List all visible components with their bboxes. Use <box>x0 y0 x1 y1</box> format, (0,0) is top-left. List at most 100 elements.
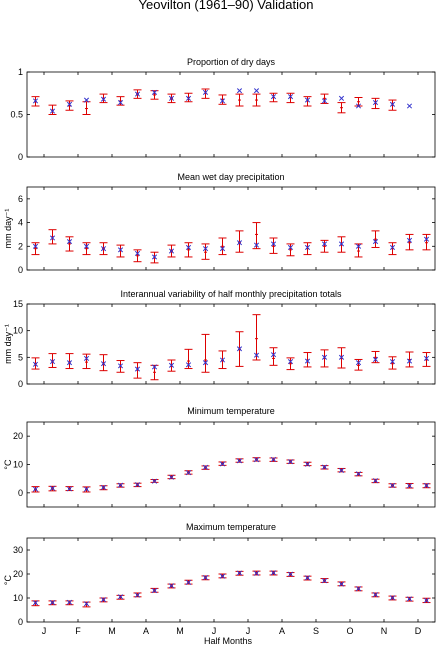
cross-stroke <box>168 362 175 368</box>
simulated-point <box>49 359 56 365</box>
cross-stroke <box>423 597 430 603</box>
observed-errorbar <box>371 478 380 484</box>
cross-stroke <box>185 579 192 585</box>
cross-stroke <box>185 470 192 476</box>
cross-stroke <box>338 95 345 101</box>
plot-area-frame <box>26 537 436 623</box>
observed-errorbar <box>82 242 91 256</box>
cross-stroke <box>117 363 124 369</box>
observed-errorbar <box>99 93 108 104</box>
simulated-point <box>134 482 141 488</box>
observed-errorbar <box>303 352 312 368</box>
y-tick-label: 10 <box>13 593 23 603</box>
cross-stroke <box>117 594 124 600</box>
observed-errorbar <box>150 364 159 381</box>
cross-stroke <box>202 464 209 470</box>
cross-stroke <box>355 103 362 109</box>
simulated-point <box>270 241 277 247</box>
simulated-point <box>185 244 192 251</box>
cross-stroke <box>32 243 39 249</box>
simulated-point <box>372 238 379 245</box>
observed-errorbar <box>82 601 91 608</box>
simulated-point <box>66 360 73 366</box>
simulated-point <box>338 467 345 474</box>
x-tick-label: A <box>279 626 285 636</box>
simulated-point <box>168 248 175 254</box>
cross-stroke <box>355 243 362 249</box>
observed-errorbar <box>201 88 210 99</box>
observed-errorbar <box>286 357 295 371</box>
cross-stroke <box>168 248 175 254</box>
simulated-point <box>100 246 107 252</box>
y-tick-label: 6 <box>18 194 23 204</box>
cross-stroke <box>304 461 311 467</box>
cross-stroke <box>134 250 141 256</box>
cross-stroke <box>355 471 362 477</box>
simulated-point <box>236 240 243 246</box>
cross-stroke <box>304 97 311 103</box>
observed-errorbar <box>388 242 397 256</box>
cross-stroke <box>66 238 73 245</box>
simulated-point <box>185 362 192 368</box>
simulated-point <box>66 101 73 107</box>
simulated-point <box>100 484 107 491</box>
y-tick-label: 0 <box>18 379 23 389</box>
y-tick-label: 0 <box>18 265 23 275</box>
cross-stroke <box>219 357 226 363</box>
y-tick-label: 2 <box>18 241 23 251</box>
observed-errorbar <box>320 349 329 368</box>
simulated-point <box>134 366 141 372</box>
panel-title: Mean wet day precipitation <box>177 172 284 182</box>
simulated-point <box>321 354 328 360</box>
simulated-point <box>270 94 277 100</box>
cross-stroke <box>372 100 379 106</box>
observed-errorbar <box>133 89 142 99</box>
panel-title: Proportion of dry days <box>187 57 276 67</box>
observed-errorbar <box>269 92 278 103</box>
panel-title: Maximum temperature <box>186 522 276 532</box>
simulated-point <box>355 243 362 249</box>
y-axis-label: mm day⁻¹ <box>3 209 13 249</box>
cross-stroke <box>32 600 39 606</box>
panel-title: Minimum temperature <box>187 406 275 416</box>
observed-errorbar <box>286 92 295 104</box>
simulated-point <box>151 89 158 95</box>
x-tick-label: M <box>108 626 116 636</box>
cross-stroke <box>372 478 379 484</box>
cross-stroke <box>338 354 345 360</box>
observed-errorbar <box>99 354 108 372</box>
cross-stroke <box>202 89 209 95</box>
simulated-point <box>389 359 396 365</box>
cross-stroke <box>49 600 56 606</box>
simulated-point <box>219 357 226 363</box>
observed-errorbar <box>388 99 397 111</box>
simulated-point <box>32 98 39 104</box>
observed-errorbar <box>405 233 414 251</box>
observed-errorbar <box>218 573 227 579</box>
cross-stroke <box>321 464 328 470</box>
cross-stroke <box>32 486 39 492</box>
simulated-point <box>253 352 260 358</box>
cross-stroke <box>389 595 396 601</box>
simulated-point <box>423 236 430 242</box>
cross-stroke <box>236 88 243 94</box>
simulated-point <box>32 486 39 492</box>
observed-errorbar <box>286 243 295 257</box>
simulated-point <box>117 363 124 369</box>
cross-stroke <box>49 108 56 114</box>
observed-errorbar <box>65 236 74 252</box>
simulated-point <box>406 103 413 109</box>
cross-stroke <box>321 354 328 360</box>
simulated-point <box>287 571 294 577</box>
simulated-point <box>202 89 209 95</box>
simulated-point <box>236 570 243 576</box>
y-tick-label: 10 <box>13 326 23 336</box>
simulated-point <box>202 464 209 470</box>
simulated-point <box>49 235 56 241</box>
cross-stroke <box>151 588 158 594</box>
observed-errorbar <box>269 237 278 254</box>
x-tick-label: J <box>42 626 47 636</box>
cross-stroke <box>406 596 413 602</box>
simulated-point <box>117 594 124 600</box>
y-tick-label: 10 <box>13 460 23 470</box>
